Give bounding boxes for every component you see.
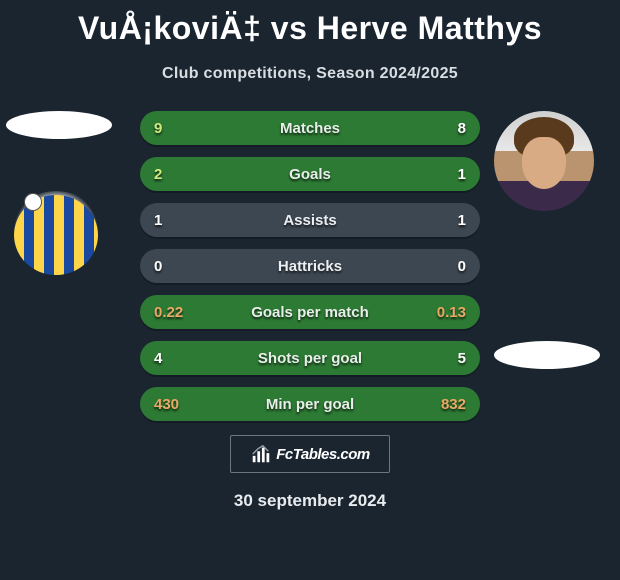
right-team-crest-placeholder [494,341,600,369]
right-player-photo [494,111,594,211]
stat-row: 2Goals1 [140,157,480,191]
left-player-name-placeholder [6,111,112,139]
stat-left-value: 0 [154,258,204,275]
stat-right-value: 832 [416,396,466,413]
right-player-column [490,111,610,369]
comparison-date: 30 september 2024 [0,491,620,511]
stat-left-value: 9 [154,120,204,137]
stat-left-value: 430 [154,396,204,413]
stat-label: Matches [204,120,416,137]
stat-right-value: 0.13 [416,304,466,321]
stat-row: 0.22Goals per match0.13 [140,295,480,329]
stats-table: 9Matches82Goals11Assists10Hattricks00.22… [140,111,480,421]
stat-label: Min per goal [204,396,416,413]
stat-left-value: 0.22 [154,304,204,321]
stat-left-value: 2 [154,166,204,183]
stat-row: 9Matches8 [140,111,480,145]
bar-chart-icon [250,443,272,465]
stat-row: 0Hattricks0 [140,249,480,283]
left-player-column [6,111,126,281]
page-title: VuÅ¡koviÄ‡ vs Herve Matthys [0,0,620,47]
stat-right-value: 1 [416,166,466,183]
stat-right-value: 0 [416,258,466,275]
stat-label: Assists [204,212,416,229]
left-team-crest [6,191,106,281]
stat-right-value: 8 [416,120,466,137]
stat-label: Goals [204,166,416,183]
page-subtitle: Club competitions, Season 2024/2025 [0,65,620,83]
comparison-area: 9Matches82Goals11Assists10Hattricks00.22… [0,111,620,421]
stat-label: Goals per match [204,304,416,321]
stat-label: Shots per goal [204,350,416,367]
stat-row: 430Min per goal832 [140,387,480,421]
stat-left-value: 1 [154,212,204,229]
footer-brand-logo[interactable]: FcTables.com [230,435,390,473]
stat-left-value: 4 [154,350,204,367]
footer-brand-text: FcTables.com [276,446,369,463]
stat-row: 1Assists1 [140,203,480,237]
stat-label: Hattricks [204,258,416,275]
stat-right-value: 1 [416,212,466,229]
stat-right-value: 5 [416,350,466,367]
stat-row: 4Shots per goal5 [140,341,480,375]
